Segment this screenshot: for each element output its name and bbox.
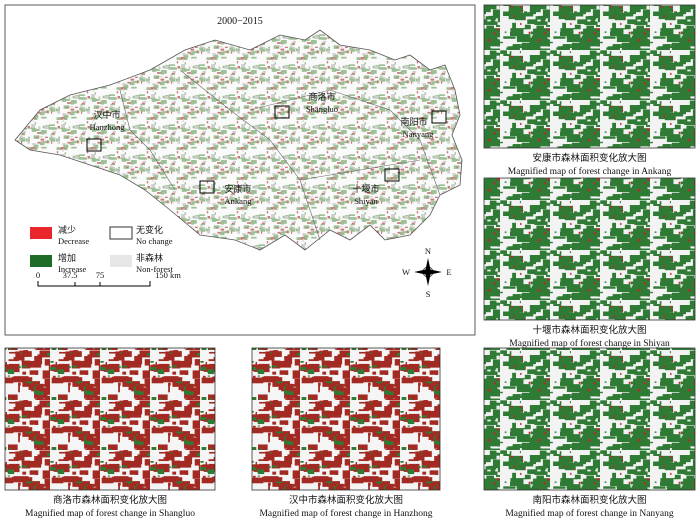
caption-en: Magnified map of forest change in Hanzho… — [259, 508, 432, 519]
magnified-map — [483, 347, 696, 491]
caption: 南阳市森林面积变化放大图 — [532, 494, 646, 506]
legend-label: 减少 — [58, 224, 76, 235]
caption-en: Magnified map of forest change in Ankang — [508, 166, 672, 177]
panels: 安康市森林面积变化放大图 Magnified map of forest chan… — [4, 4, 696, 519]
caption: 安康市森林面积变化放大图 — [532, 152, 646, 164]
magnified-map — [4, 347, 216, 491]
legend-label-en: Non-forest — [136, 264, 173, 274]
city-name-en: Nanyang — [403, 129, 434, 139]
scale-label: 37.5 — [63, 270, 78, 280]
city-name: 汉中市 — [93, 109, 120, 120]
city-name: 南阳市 — [400, 116, 427, 127]
scale-bar — [37, 281, 151, 287]
city-name: 安康市 — [224, 183, 251, 194]
compass-label: S — [426, 289, 431, 299]
legend-label-en: Decrease — [58, 236, 89, 246]
magnified-map — [483, 4, 696, 149]
legend-label: 无变化 — [136, 224, 163, 235]
caption: 十堰市森林面积变化放大图 — [532, 324, 646, 336]
city-name-en: Ankang — [225, 196, 253, 206]
magnified-map — [251, 347, 441, 491]
caption: 汉中市森林面积变化放大图 — [289, 494, 403, 506]
caption-en: Magnified map of forest change in Nanyan… — [505, 508, 674, 519]
compass-needle — [414, 269, 442, 275]
locator-box — [384, 168, 400, 182]
boundary — [299, 159, 421, 181]
city-name: 十堰市 — [352, 183, 379, 194]
legend-swatch — [30, 255, 52, 267]
scale-label: 0 — [36, 270, 40, 280]
compass-label: N — [425, 246, 431, 256]
compass — [414, 258, 442, 286]
legend-swatch — [109, 226, 133, 240]
study-region — [14, 29, 463, 251]
locator-box — [274, 105, 290, 119]
legend-swatch — [110, 255, 132, 267]
legend-label: 增加 — [58, 252, 76, 263]
city-name: 商洛市 — [308, 91, 335, 102]
boundary — [249, 89, 441, 196]
boundary — [179, 69, 321, 241]
scale-label: 150 km — [155, 270, 181, 280]
compass-ring — [422, 266, 434, 278]
caption-en: Magnified map of forest change in Shiyan — [509, 338, 670, 349]
legend-label-en: Increase — [58, 264, 87, 274]
city-name-en: Shiyan — [354, 196, 378, 206]
map-title: 2000−2015 — [217, 16, 263, 27]
legend-label-en: No change — [136, 236, 173, 246]
locator-box — [86, 138, 102, 152]
city-name-en: Shangluo — [306, 104, 338, 114]
magnified-map — [483, 177, 696, 321]
legend-swatch — [30, 227, 52, 239]
compass-label: E — [446, 267, 451, 277]
boundary — [119, 89, 176, 191]
scale-label: 75 — [96, 270, 105, 280]
locator-box — [431, 110, 447, 124]
caption: 商洛市森林面积变化放大图 — [53, 494, 167, 506]
legend-label: 非森林 — [136, 252, 163, 263]
city-name-en: Hanzhong — [90, 122, 126, 132]
compass-label: W — [402, 267, 410, 277]
locator-box — [199, 180, 215, 194]
caption-en: Magnified map of forest change in Shangl… — [25, 508, 195, 519]
